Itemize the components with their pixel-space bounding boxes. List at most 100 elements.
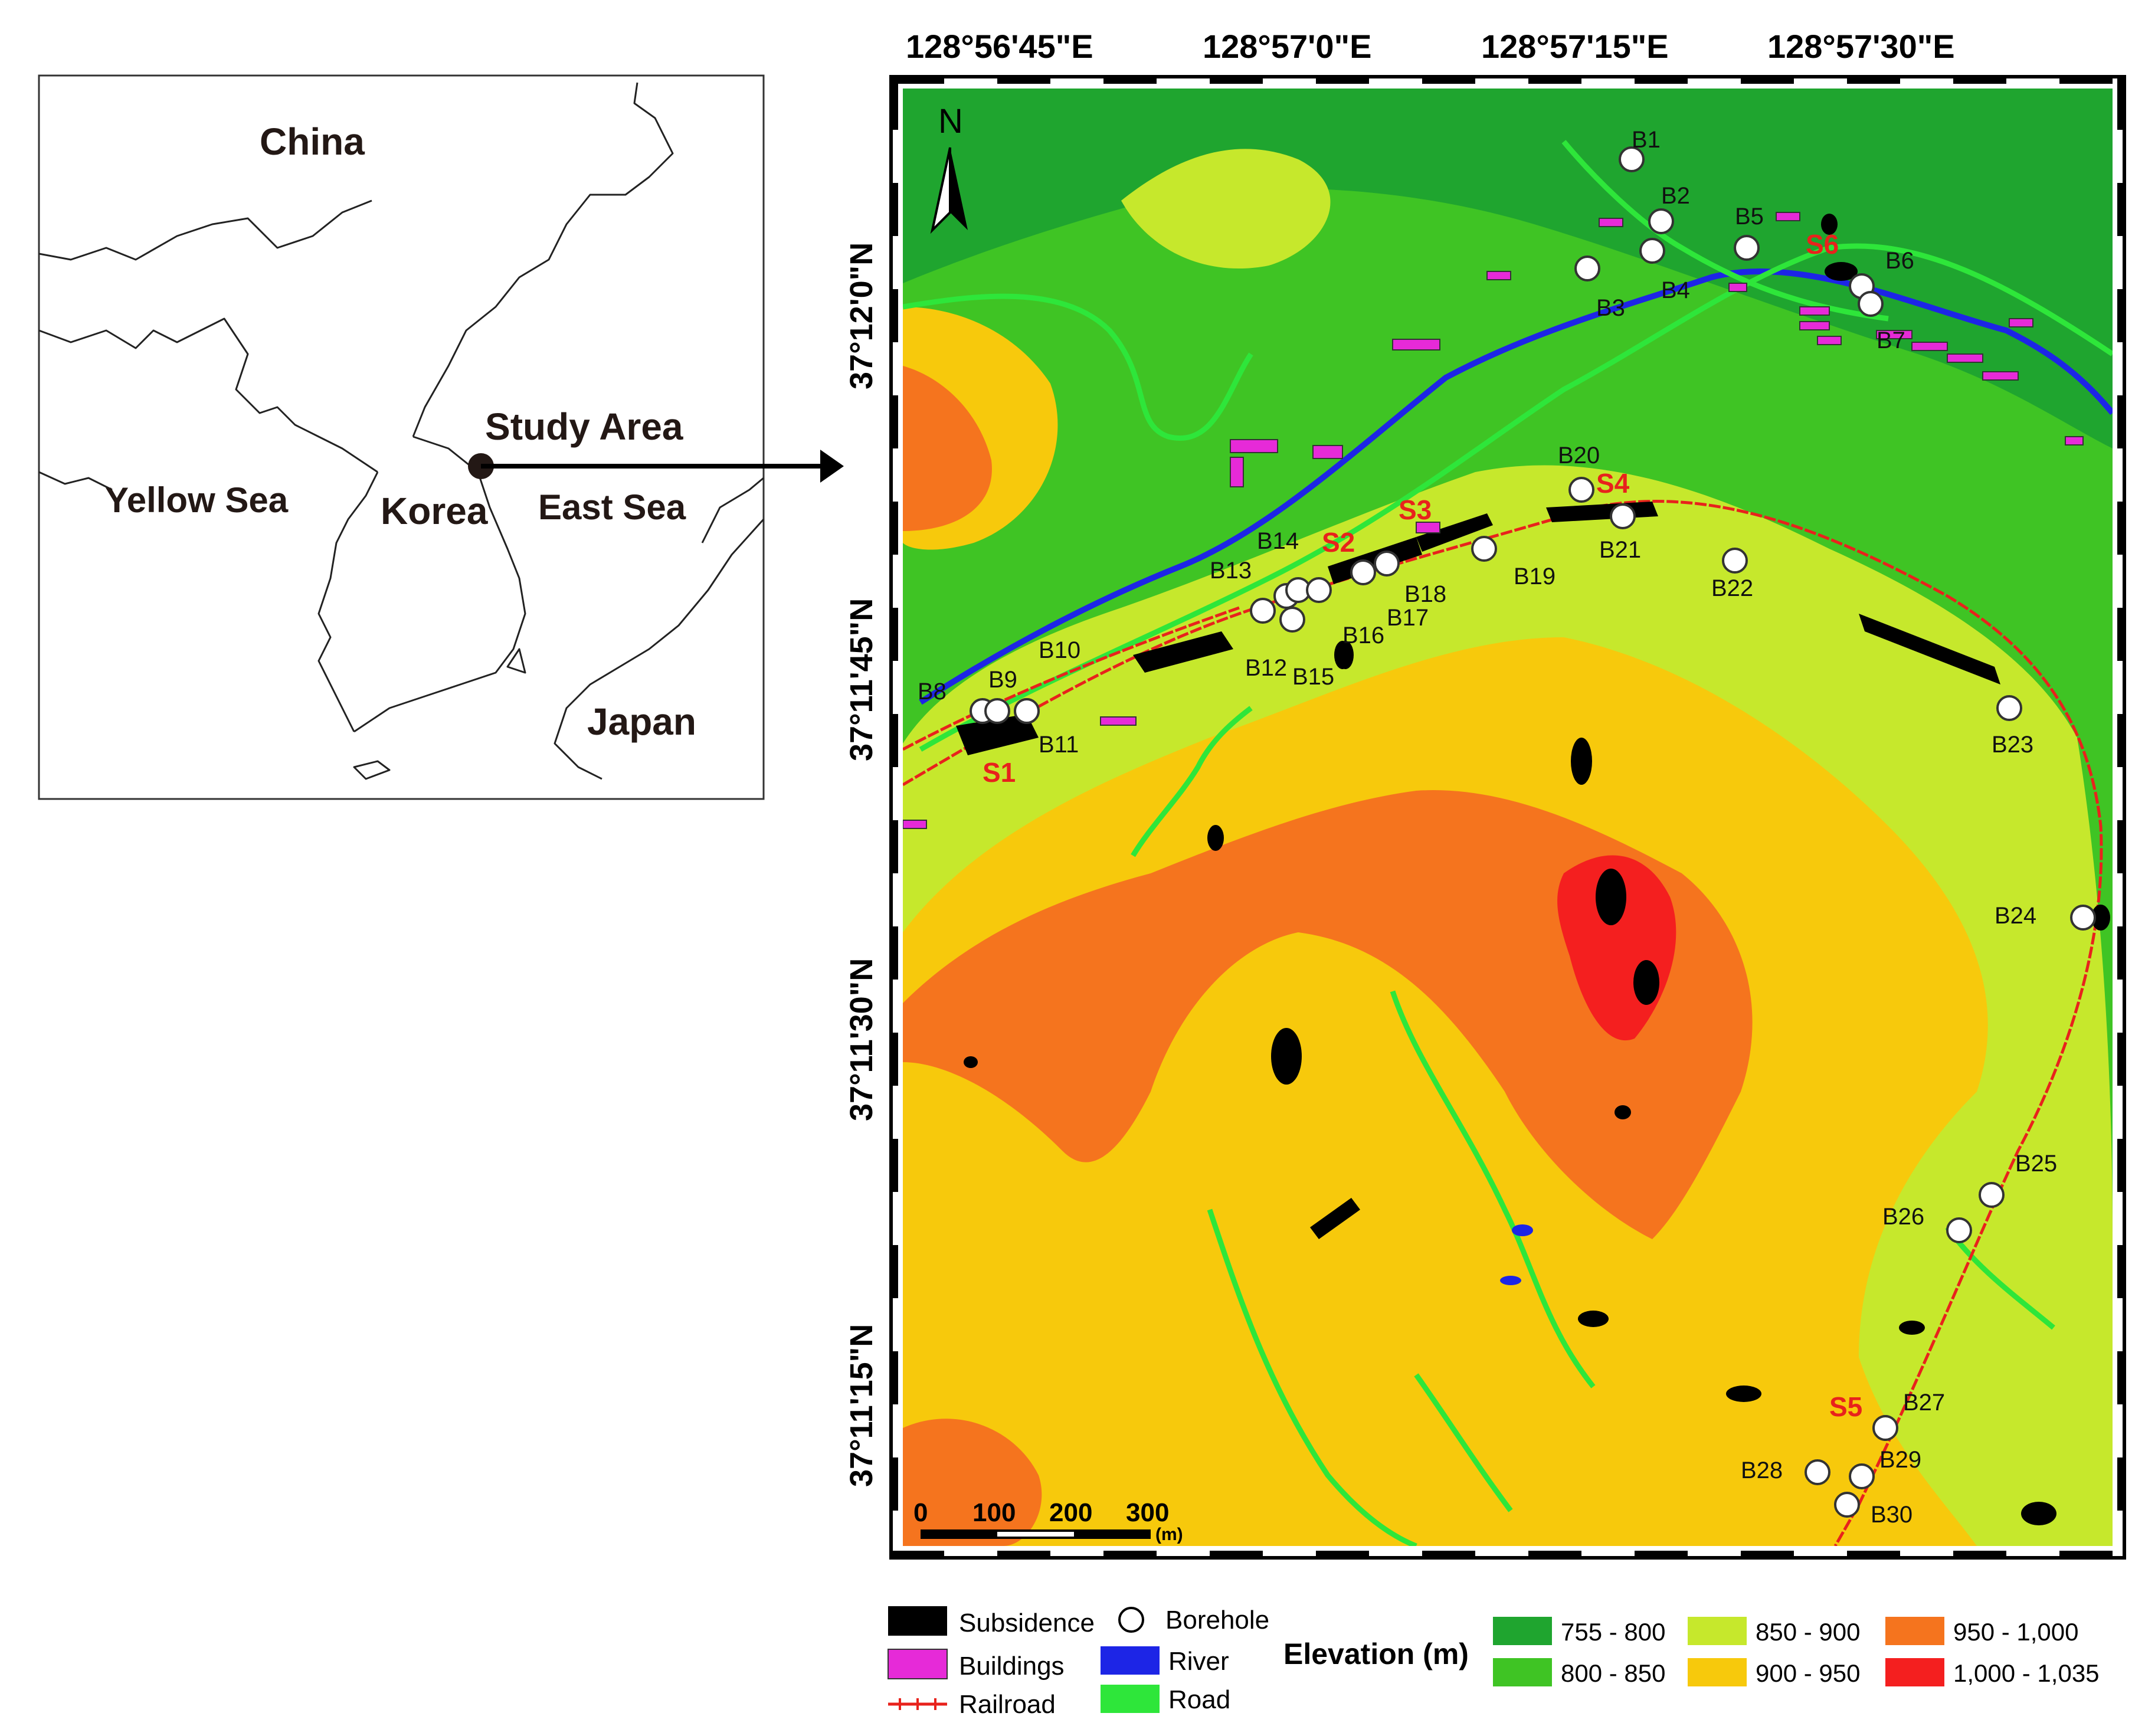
building — [2065, 436, 2084, 446]
elevation-label-0: 755 - 800 — [1561, 1618, 1665, 1646]
island — [506, 648, 526, 674]
building — [1947, 353, 1983, 363]
elevation-950-1000-nw — [903, 366, 992, 531]
borehole-b19 — [1471, 536, 1497, 562]
longitude-label-1: 128°56'45"E — [906, 28, 1093, 65]
latitude-label-4: 37°11'15"N — [844, 1324, 879, 1487]
road-north — [1561, 140, 1889, 322]
borehole-label-b6: B6 — [1885, 248, 1914, 274]
elevation-label-4: 950 - 1,000 — [1953, 1618, 2079, 1646]
borehole-label-b10: B10 — [1039, 637, 1080, 663]
north-label: N — [938, 102, 963, 140]
road-southwest — [1414, 1373, 1513, 1512]
borehole-label-b8: B8 — [918, 679, 947, 705]
elevation-swatch-0 — [1493, 1617, 1552, 1645]
building — [1799, 306, 1830, 316]
subsidence-s1 — [956, 714, 1039, 755]
borehole-b23 — [1996, 695, 2022, 721]
latitude-label-2: 37°11'45"N — [844, 598, 879, 761]
taiwan-strait-coast — [38, 471, 113, 491]
road-south — [1207, 1208, 1417, 1546]
borehole-b7 — [1858, 291, 1884, 317]
building — [1599, 218, 1623, 227]
subsidence-q — [2091, 905, 2110, 931]
building — [1799, 321, 1830, 330]
legend-swatch-buildings — [888, 1649, 948, 1679]
elevation-label-2: 850 - 900 — [1756, 1618, 1860, 1646]
subsidence-m — [1899, 1321, 1925, 1335]
building — [1230, 439, 1278, 453]
latitude-label-3: 37°11'30"N — [844, 958, 879, 1121]
subsidence-f — [1596, 869, 1626, 925]
china-korea-border — [412, 82, 674, 437]
borehole-b21 — [1610, 503, 1636, 529]
borehole-label-b25: B25 — [2015, 1151, 2057, 1177]
subsidence-k — [1310, 1198, 1360, 1239]
borehole-b18 — [1374, 551, 1400, 577]
label-china: China — [260, 120, 365, 163]
elevation-950-1000-sw — [903, 1419, 1042, 1546]
building — [1982, 371, 2019, 381]
subsidence-label-s6: S6 — [1806, 229, 1839, 260]
legend: Subsidence Buildings Railroad Borehole R… — [888, 1606, 2100, 1719]
borehole-b11 — [1014, 698, 1040, 724]
borehole-label-b2: B2 — [1661, 183, 1690, 209]
borehole-b27 — [1872, 1415, 1898, 1441]
road-west-loop — [903, 293, 1253, 441]
legend-label-buildings: Buildings — [959, 1652, 1065, 1681]
borehole-label-b24: B24 — [1995, 903, 2036, 929]
building — [1911, 342, 1948, 351]
subsidence-label-s3: S3 — [1399, 494, 1432, 525]
subsidence-o — [2021, 1502, 2056, 1525]
building — [1392, 339, 1440, 351]
latitude-label-1: 37°12'0"N — [844, 243, 879, 389]
subsidence-label-s1: S1 — [983, 757, 1016, 788]
study-area-arrowhead — [820, 450, 844, 483]
subsidence-l — [1578, 1311, 1609, 1327]
borehole-label-b11: B11 — [1039, 732, 1079, 758]
borehole-label-b21: B21 — [1599, 537, 1641, 563]
longitude-label-3: 128°57'15"E — [1481, 28, 1669, 65]
legend-label-railroad: Railroad — [959, 1690, 1056, 1719]
legend-swatch-borehole — [1118, 1607, 1144, 1633]
borehole-b22 — [1722, 548, 1748, 574]
borehole-b4 — [1639, 238, 1665, 264]
subsidence-b — [1859, 614, 2000, 684]
road-main — [919, 243, 2113, 752]
borehole-label-b9: B9 — [988, 667, 1017, 693]
borehole-label-b30: B30 — [1871, 1502, 1913, 1528]
borehole-b26 — [1946, 1217, 1972, 1243]
subsidence-s6 — [1825, 262, 1858, 281]
building — [1416, 522, 1440, 533]
railroad-branch — [903, 606, 1240, 751]
borehole-b28 — [1805, 1459, 1830, 1485]
borehole-label-b14: B14 — [1257, 528, 1299, 554]
borehole-label-b1: B1 — [1632, 127, 1661, 153]
legend-label-borehole: Borehole — [1165, 1606, 1269, 1635]
building — [2009, 318, 2033, 327]
subsidence-j — [1615, 1105, 1631, 1119]
elevation-swatch-4 — [1885, 1617, 1944, 1645]
elevation-swatch-5 — [1885, 1658, 1944, 1686]
scale-tick-300: 300 — [1126, 1498, 1169, 1527]
borehole-label-b16: B16 — [1342, 623, 1384, 648]
subsidence-p — [1821, 214, 1838, 235]
road-central — [1390, 990, 1596, 1388]
borehole-label-b22: B22 — [1711, 575, 1753, 601]
river — [919, 268, 2113, 705]
borehole-b9 — [984, 698, 1010, 724]
label-east-sea: East Sea — [538, 487, 686, 527]
borehole-label-b15: B15 — [1292, 664, 1334, 690]
elevation-label-5: 1,000 - 1,035 — [1953, 1659, 2100, 1687]
elevation-swatch-3 — [1688, 1658, 1747, 1686]
elevation-legend-title: Elevation (m) — [1283, 1637, 1469, 1671]
elevation-legend: 755 - 800 800 - 850 850 - 900 900 - 950 950 … — [1493, 1617, 2100, 1687]
borehole-label-b26: B26 — [1882, 1204, 1924, 1230]
elevation-850-900-north — [1121, 149, 1331, 269]
subsidence-label-s5: S5 — [1829, 1391, 1862, 1422]
borehole-b24 — [2070, 905, 2096, 931]
north-arrow: N — [930, 102, 968, 234]
building — [1486, 271, 1511, 280]
